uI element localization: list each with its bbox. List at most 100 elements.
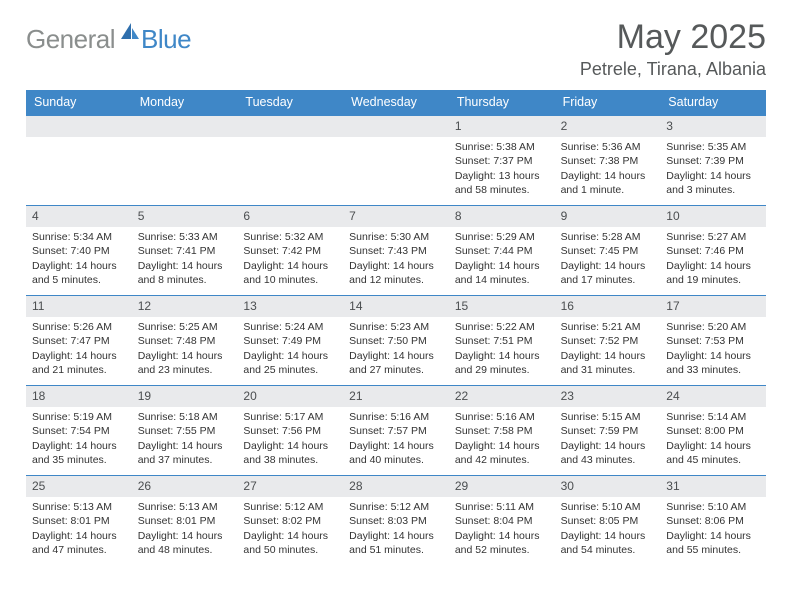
day-cell: 9Sunrise: 5:28 AMSunset: 7:45 PMDaylight… (555, 205, 661, 295)
brand-logo: General Blue (26, 24, 191, 55)
daylight-text: Daylight: 14 hours and 40 minutes. (349, 439, 443, 467)
day-info: Sunrise: 5:12 AMSunset: 8:02 PMDaylight:… (237, 500, 343, 557)
day-number: 3 (660, 116, 766, 137)
day-info: Sunrise: 5:30 AMSunset: 7:43 PMDaylight:… (343, 230, 449, 287)
day-number: 5 (132, 206, 238, 227)
day-cell: 18Sunrise: 5:19 AMSunset: 7:54 PMDayligh… (26, 385, 132, 475)
daylight-text: Daylight: 14 hours and 10 minutes. (243, 259, 337, 287)
daylight-text: Daylight: 14 hours and 19 minutes. (666, 259, 760, 287)
sunset-text: Sunset: 7:55 PM (138, 424, 232, 438)
day-info: Sunrise: 5:18 AMSunset: 7:55 PMDaylight:… (132, 410, 238, 467)
daylight-text: Daylight: 14 hours and 45 minutes. (666, 439, 760, 467)
sunset-text: Sunset: 7:45 PM (561, 244, 655, 258)
sunset-text: Sunset: 7:41 PM (138, 244, 232, 258)
empty-cell (343, 115, 449, 205)
location-subtitle: Petrele, Tirana, Albania (580, 59, 766, 80)
day-cell: 12Sunrise: 5:25 AMSunset: 7:48 PMDayligh… (132, 295, 238, 385)
day-info: Sunrise: 5:10 AMSunset: 8:06 PMDaylight:… (660, 500, 766, 557)
weekday-monday: Monday (132, 90, 238, 115)
day-cell: 7 Sunrise: 5:30 AMSunset: 7:43 PMDaylight… (343, 205, 449, 295)
day-number: 19 (132, 386, 238, 407)
brand-blue: Blue (141, 24, 191, 55)
day-info: Sunrise: 5:33 AMSunset: 7:41 PMDaylight:… (132, 230, 238, 287)
day-number: 12 (132, 296, 238, 317)
day-number: 25 (26, 476, 132, 497)
day-number: 1 (449, 116, 555, 137)
sunrise-text: Sunrise: 5:30 AM (349, 230, 443, 244)
day-cell: 17Sunrise: 5:20 AMSunset: 7:53 PMDayligh… (660, 295, 766, 385)
sunset-text: Sunset: 7:54 PM (32, 424, 126, 438)
day-number: 28 (343, 476, 449, 497)
sunset-text: Sunset: 7:44 PM (455, 244, 549, 258)
day-info: Sunrise: 5:13 AMSunset: 8:01 PMDaylight:… (26, 500, 132, 557)
day-info: Sunrise: 5:17 AMSunset: 7:56 PMDaylight:… (237, 410, 343, 467)
sunset-text: Sunset: 7:47 PM (32, 334, 126, 348)
day-number: 18 (26, 386, 132, 407)
day-number: 15 (449, 296, 555, 317)
day-info: Sunrise: 5:10 AMSunset: 8:05 PMDaylight:… (555, 500, 661, 557)
day-number: 14 (343, 296, 449, 317)
sunset-text: Sunset: 7:49 PM (243, 334, 337, 348)
day-number: 9 (555, 206, 661, 227)
calendar-page: General Blue May 2025 Petrele, Tirana, A… (0, 0, 792, 577)
sunset-text: Sunset: 7:42 PM (243, 244, 337, 258)
day-cell: 24Sunrise: 5:14 AMSunset: 8:00 PMDayligh… (660, 385, 766, 475)
empty-cell (26, 115, 132, 205)
day-info: Sunrise: 5:16 AMSunset: 7:57 PMDaylight:… (343, 410, 449, 467)
sunset-text: Sunset: 7:50 PM (349, 334, 443, 348)
weekday-wednesday: Wednesday (343, 90, 449, 115)
day-info: Sunrise: 5:26 AMSunset: 7:47 PMDaylight:… (26, 320, 132, 377)
day-cell: 1Sunrise: 5:38 AMSunset: 7:37 PMDaylight… (449, 115, 555, 205)
sunrise-text: Sunrise: 5:13 AM (32, 500, 126, 514)
daylight-text: Daylight: 14 hours and 31 minutes. (561, 349, 655, 377)
day-number: 7 (343, 206, 449, 227)
sunset-text: Sunset: 7:46 PM (666, 244, 760, 258)
day-info: Sunrise: 5:29 AMSunset: 7:44 PMDaylight:… (449, 230, 555, 287)
day-info: Sunrise: 5:36 AMSunset: 7:38 PMDaylight:… (555, 140, 661, 197)
sunset-text: Sunset: 7:57 PM (349, 424, 443, 438)
day-number: 21 (343, 386, 449, 407)
sunset-text: Sunset: 7:58 PM (455, 424, 549, 438)
daylight-text: Daylight: 14 hours and 55 minutes. (666, 529, 760, 557)
day-cell: 26Sunrise: 5:13 AMSunset: 8:01 PMDayligh… (132, 475, 238, 565)
day-info: Sunrise: 5:20 AMSunset: 7:53 PMDaylight:… (660, 320, 766, 377)
sail-icon (119, 21, 141, 48)
sunrise-text: Sunrise: 5:36 AM (561, 140, 655, 154)
sunrise-text: Sunrise: 5:12 AM (243, 500, 337, 514)
sunrise-text: Sunrise: 5:26 AM (32, 320, 126, 334)
day-number: 13 (237, 296, 343, 317)
day-info: Sunrise: 5:13 AMSunset: 8:01 PMDaylight:… (132, 500, 238, 557)
daylight-text: Daylight: 14 hours and 27 minutes. (349, 349, 443, 377)
sunrise-text: Sunrise: 5:11 AM (455, 500, 549, 514)
sunset-text: Sunset: 8:03 PM (349, 514, 443, 528)
daylight-text: Daylight: 14 hours and 3 minutes. (666, 169, 760, 197)
day-cell: 8Sunrise: 5:29 AMSunset: 7:44 PMDaylight… (449, 205, 555, 295)
day-cell: 25 Sunrise: 5:13 AMSunset: 8:01 PMDayligh… (26, 475, 132, 565)
daylight-text: Daylight: 14 hours and 14 minutes. (455, 259, 549, 287)
day-cell: 30Sunrise: 5:10 AMSunset: 8:05 PMDayligh… (555, 475, 661, 565)
sunrise-text: Sunrise: 5:10 AM (666, 500, 760, 514)
sunset-text: Sunset: 8:06 PM (666, 514, 760, 528)
day-cell: 14Sunrise: 5:23 AMSunset: 7:50 PMDayligh… (343, 295, 449, 385)
sunrise-text: Sunrise: 5:16 AM (455, 410, 549, 424)
daylight-text: Daylight: 14 hours and 42 minutes. (455, 439, 549, 467)
daylight-text: Daylight: 14 hours and 52 minutes. (455, 529, 549, 557)
day-info: Sunrise: 5:32 AMSunset: 7:42 PMDaylight:… (237, 230, 343, 287)
daylight-text: Daylight: 14 hours and 12 minutes. (349, 259, 443, 287)
weekday-thursday: Thursday (449, 90, 555, 115)
daylight-text: Daylight: 14 hours and 54 minutes. (561, 529, 655, 557)
sunset-text: Sunset: 7:37 PM (455, 154, 549, 168)
day-cell: 5 Sunrise: 5:33 AMSunset: 7:41 PMDaylight… (132, 205, 238, 295)
day-info: Sunrise: 5:16 AMSunset: 7:58 PMDaylight:… (449, 410, 555, 467)
sunrise-text: Sunrise: 5:13 AM (138, 500, 232, 514)
day-number: 11 (26, 296, 132, 317)
day-info: Sunrise: 5:27 AMSunset: 7:46 PMDaylight:… (660, 230, 766, 287)
day-number: 2 (555, 116, 661, 137)
day-number: 31 (660, 476, 766, 497)
daylight-text: Daylight: 14 hours and 23 minutes. (138, 349, 232, 377)
day-cell: 11 Sunrise: 5:26 AMSunset: 7:47 PMDayligh… (26, 295, 132, 385)
daylight-text: Daylight: 14 hours and 48 minutes. (138, 529, 232, 557)
sunset-text: Sunset: 7:43 PM (349, 244, 443, 258)
day-cell: 28Sunrise: 5:12 AMSunset: 8:03 PMDayligh… (343, 475, 449, 565)
calendar-grid: 1Sunrise: 5:38 AMSunset: 7:37 PMDaylight… (26, 115, 766, 565)
